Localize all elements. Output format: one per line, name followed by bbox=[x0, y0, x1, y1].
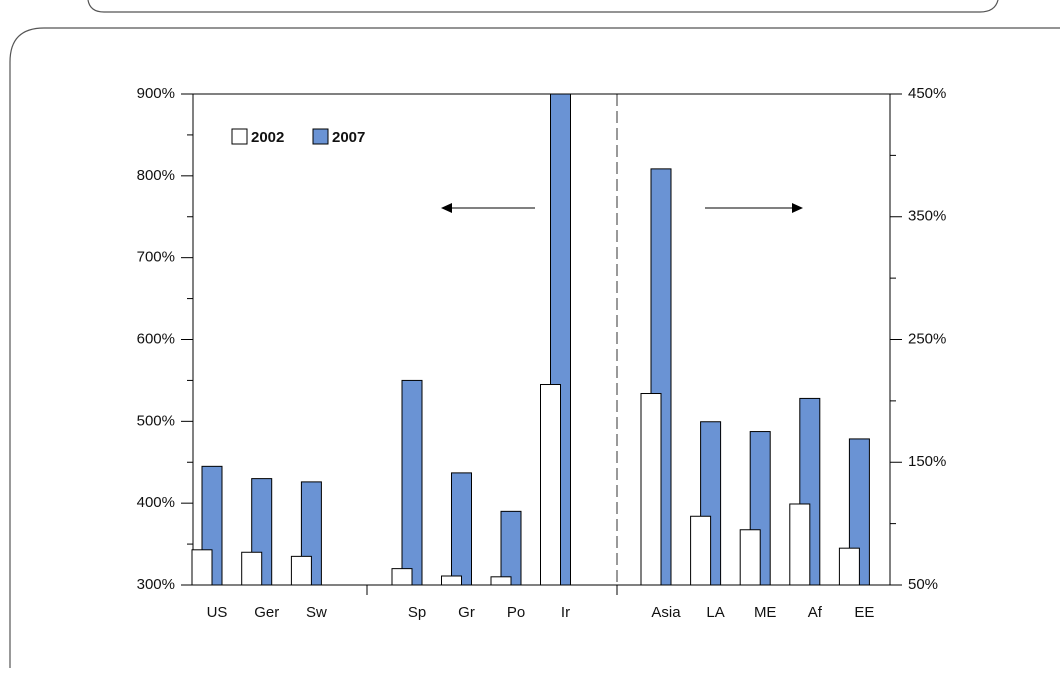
x-tick-label: Gr bbox=[458, 604, 475, 621]
bar bbox=[451, 472, 472, 586]
arrow-left-head bbox=[441, 203, 452, 213]
y2-tick-label: 250% bbox=[908, 330, 946, 347]
bar bbox=[401, 379, 423, 586]
x-tick-label: Sw bbox=[306, 604, 327, 621]
legend-label: 2002 bbox=[251, 129, 284, 146]
y-tick-label: 900% bbox=[137, 85, 175, 102]
bar bbox=[241, 551, 263, 586]
legend-swatch bbox=[231, 128, 248, 145]
y-tick-label: 600% bbox=[137, 330, 175, 347]
x-tick-label: LA bbox=[706, 604, 724, 621]
y-tick-label: 700% bbox=[137, 249, 175, 266]
y2-tick-label: 150% bbox=[908, 453, 946, 470]
bar bbox=[838, 547, 860, 586]
y-tick-label: 500% bbox=[137, 412, 175, 429]
x-tick-label: EE bbox=[854, 604, 874, 621]
legend: 2002 2007 bbox=[231, 128, 365, 146]
bar bbox=[789, 503, 811, 586]
bar bbox=[290, 555, 312, 586]
x-tick-label: ME bbox=[754, 604, 777, 621]
bar bbox=[391, 568, 413, 586]
x-tick-label: Po bbox=[507, 604, 525, 621]
bar bbox=[739, 529, 761, 586]
legend-label: 2007 bbox=[332, 129, 365, 146]
y2-tick-label: 450% bbox=[908, 85, 946, 102]
bar bbox=[690, 515, 712, 586]
bar bbox=[540, 384, 561, 586]
y-tick-label: 400% bbox=[137, 494, 175, 511]
bar bbox=[640, 393, 662, 586]
x-tick-label: Ir bbox=[561, 604, 570, 621]
x-tick-label: Sp bbox=[408, 604, 426, 621]
bar bbox=[490, 576, 512, 586]
y2-tick-label: 50% bbox=[908, 576, 938, 593]
y-tick-label: 300% bbox=[137, 576, 175, 593]
x-tick-label: Ger bbox=[254, 604, 279, 621]
bar bbox=[191, 549, 213, 586]
x-tick-label: Af bbox=[808, 604, 823, 621]
x-tick-label: Asia bbox=[651, 604, 681, 621]
arrow-right-head bbox=[792, 203, 803, 213]
x-tick-label: US bbox=[207, 604, 228, 621]
y-tick-label: 800% bbox=[137, 167, 175, 184]
bar bbox=[441, 575, 462, 586]
bar bbox=[500, 510, 522, 586]
legend-swatch bbox=[312, 128, 329, 145]
y2-tick-label: 350% bbox=[908, 208, 946, 225]
panel-frame bbox=[9, 27, 1060, 668]
top-frame bbox=[87, 0, 999, 13]
